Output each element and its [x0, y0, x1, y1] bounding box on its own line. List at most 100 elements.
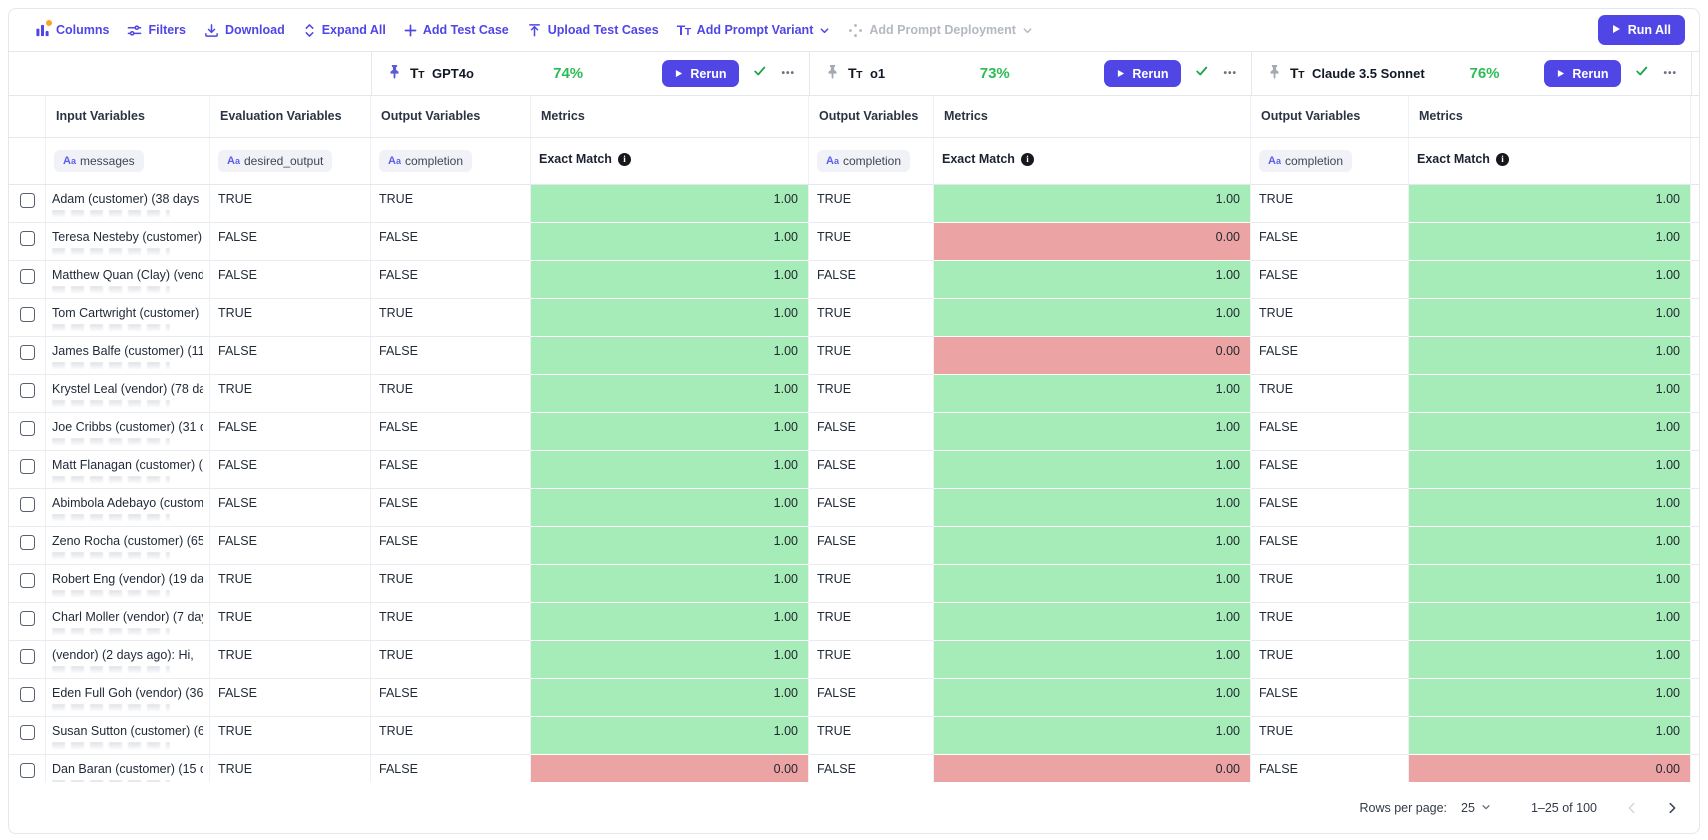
- test-case-name-cell[interactable]: Dan Baran (customer) (15 days: [46, 755, 210, 782]
- completion-output-cell: FALSE: [371, 451, 531, 489]
- table-body: Adam (customer) (38 days TRUE TRUE 1.00 TRUE…: [9, 185, 1699, 782]
- row-checkbox[interactable]: [19, 497, 35, 512]
- table-row: Eden Full Goh (vendor) (36 FALSE FALSE 1.00…: [9, 679, 1699, 717]
- model-section-clipped: [1691, 52, 1699, 95]
- next-page-button[interactable]: [1665, 801, 1679, 815]
- pagination-footer: Rows per page: 25 1–25 of 100: [9, 782, 1699, 833]
- columns-notification-dot: [46, 19, 52, 26]
- test-case-name-cell[interactable]: Abimbola Adebayo (customer): [46, 489, 210, 527]
- test-case-name-cell[interactable]: (vendor) (2 days ago): Hi,: [46, 641, 210, 679]
- toolbar: Columns Filters Download Expand All Add …: [9, 9, 1699, 52]
- test-case-name-cell[interactable]: Robert Eng (vendor) (19 days: [46, 565, 210, 603]
- rows-per-page-select[interactable]: 25: [1461, 801, 1491, 815]
- completion-output-cell: TRUE: [1251, 603, 1409, 641]
- model-section-gpt4o: TT GPT4o 74% Rerun •••: [371, 52, 809, 95]
- previous-page-button[interactable]: [1625, 801, 1639, 815]
- row-checkbox[interactable]: [19, 231, 35, 246]
- test-case-name: Krystel Leal (vendor) (78 days: [52, 382, 203, 396]
- test-case-name-cell[interactable]: Eden Full Goh (vendor) (36: [46, 679, 210, 717]
- row-checkbox[interactable]: [19, 307, 35, 322]
- row-checkbox[interactable]: [19, 269, 35, 284]
- row-checkbox[interactable]: [19, 763, 35, 778]
- row-checkbox[interactable]: [19, 535, 35, 550]
- play-icon: [676, 69, 683, 78]
- completion-output-cell-clipped: FALSE: [1691, 413, 1699, 451]
- exact-match-score-cell: 1.00: [531, 679, 809, 717]
- test-case-name: Joe Cribbs (customer) (31 days: [52, 420, 203, 434]
- test-case-name: Robert Eng (vendor) (19 days: [52, 572, 203, 586]
- row-checkbox[interactable]: [19, 459, 35, 474]
- row-checkbox[interactable]: [19, 193, 35, 208]
- completion-output-cell: TRUE: [809, 299, 934, 337]
- rows-per-page-label: Rows per page:: [1359, 800, 1448, 815]
- model-section-claude-3-5-sonnet: TT Claude 3.5 Sonnet 76% Rerun •••: [1251, 52, 1691, 95]
- add-test-case-button[interactable]: Add Test Case: [404, 23, 509, 37]
- upload-icon: [527, 23, 542, 38]
- more-options-icon[interactable]: •••: [781, 68, 795, 79]
- pin-icon-pinned[interactable]: [387, 64, 402, 84]
- row-select-cell: [9, 717, 46, 755]
- completion-output-cell: TRUE: [371, 299, 531, 337]
- exact-match-metric-label: Exact Match i: [1417, 150, 1509, 166]
- test-case-name-cell[interactable]: Matt Flanagan (customer) (112: [46, 451, 210, 489]
- desired-output-cell: FALSE: [210, 451, 371, 489]
- test-case-name-cell[interactable]: Krystel Leal (vendor) (78 days: [46, 375, 210, 413]
- test-case-name-cell[interactable]: Matthew Quan (Clay) (vendor): [46, 261, 210, 299]
- success-check-icon[interactable]: [753, 64, 767, 83]
- completion-output-cell-clipped: FALSE: [1691, 337, 1699, 375]
- pin-icon[interactable]: [1267, 64, 1282, 84]
- info-icon[interactable]: i: [1495, 152, 1509, 166]
- pin-icon[interactable]: [825, 64, 840, 84]
- text-type-icon: TT: [1290, 64, 1304, 81]
- add-prompt-deployment-button[interactable]: Add Prompt Deployment: [848, 23, 1033, 38]
- completion-output-cell: FALSE: [1251, 337, 1409, 375]
- test-case-name-cell[interactable]: Zeno Rocha (customer) (65: [46, 527, 210, 565]
- add-prompt-variant-button[interactable]: TT Add Prompt Variant: [677, 22, 831, 38]
- success-check-icon[interactable]: [1195, 64, 1209, 83]
- text-type-icon: Aa: [388, 155, 401, 167]
- run-all-button[interactable]: Run All: [1597, 15, 1685, 45]
- rerun-button[interactable]: Rerun: [1104, 60, 1182, 87]
- test-case-name-cell[interactable]: Teresa Nesteby (customer) (48: [46, 223, 210, 261]
- rerun-button[interactable]: Rerun: [662, 60, 740, 87]
- rerun-button[interactable]: Rerun: [1544, 60, 1622, 87]
- filters-button[interactable]: Filters: [127, 23, 186, 38]
- more-options-icon[interactable]: •••: [1223, 68, 1237, 79]
- exact-match-score-cell: 1.00: [934, 717, 1251, 755]
- completion-output-cell: FALSE: [809, 679, 934, 717]
- exact-match-score-cell: 1.00: [1409, 679, 1691, 717]
- download-button[interactable]: Download: [204, 23, 285, 38]
- row-select-cell: [9, 527, 46, 565]
- columns-button[interactable]: Columns: [35, 19, 109, 38]
- row-checkbox[interactable]: [19, 611, 35, 626]
- test-case-name-cell[interactable]: Tom Cartwright (customer) (97: [46, 299, 210, 337]
- success-check-icon[interactable]: [1635, 64, 1649, 83]
- test-case-name-cell[interactable]: Adam (customer) (38 days: [46, 185, 210, 223]
- info-icon[interactable]: i: [617, 152, 631, 166]
- model-section-o1: TT o1 73% Rerun •••: [809, 52, 1251, 95]
- row-checkbox[interactable]: [19, 725, 35, 740]
- completion-variable-pill: Aa completion: [1259, 150, 1352, 172]
- test-case-name-cell[interactable]: Charl Moller (vendor) (7 days: [46, 603, 210, 641]
- test-case-name-cell[interactable]: James Balfe (customer) (118: [46, 337, 210, 375]
- column-header-row: Input Variables Evaluation Variables Out…: [9, 96, 1699, 138]
- row-checkbox[interactable]: [19, 687, 35, 702]
- info-icon[interactable]: i: [1020, 152, 1034, 166]
- desired-output-cell: TRUE: [210, 755, 371, 782]
- upload-test-cases-button[interactable]: Upload Test Cases: [527, 23, 659, 38]
- completion-output-cell: TRUE: [1251, 717, 1409, 755]
- row-checkbox[interactable]: [19, 345, 35, 360]
- exact-match-score-cell: 1.00: [1409, 299, 1691, 337]
- row-checkbox[interactable]: [19, 421, 35, 436]
- desired-output-cell: FALSE: [210, 261, 371, 299]
- row-checkbox[interactable]: [19, 649, 35, 664]
- row-checkbox[interactable]: [19, 573, 35, 588]
- row-checkbox[interactable]: [19, 383, 35, 398]
- exact-match-score-cell: 1.00: [531, 337, 809, 375]
- expand-all-button[interactable]: Expand All: [303, 23, 386, 38]
- exact-match-score-cell: 0.00: [531, 755, 809, 782]
- test-case-name-cell[interactable]: Susan Sutton (customer) (63: [46, 717, 210, 755]
- exact-match-score-cell: 1.00: [531, 299, 809, 337]
- test-case-name-cell[interactable]: Joe Cribbs (customer) (31 days: [46, 413, 210, 451]
- more-options-icon[interactable]: •••: [1663, 68, 1677, 79]
